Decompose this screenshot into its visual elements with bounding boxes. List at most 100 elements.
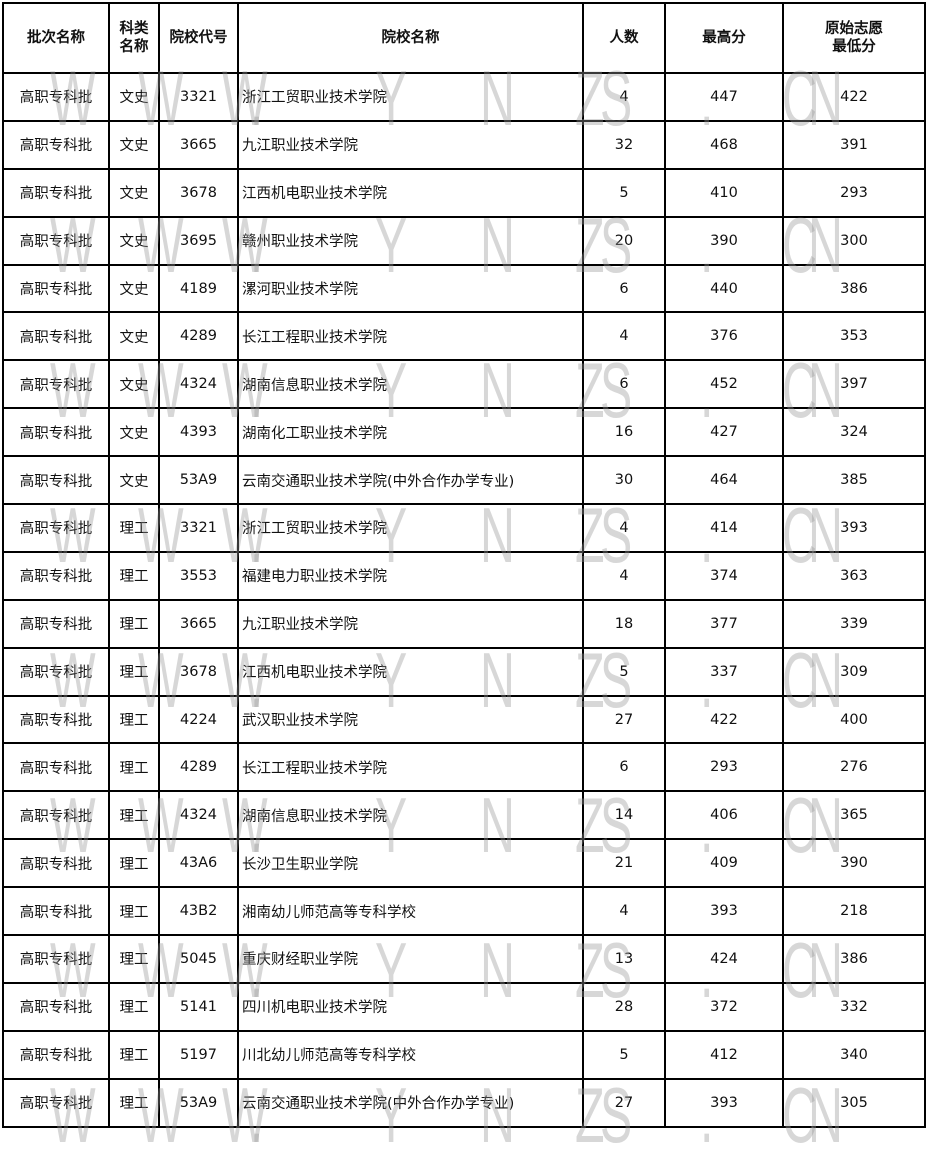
header-min: 原始志愿 最低分	[782, 2, 926, 74]
cell-subject: 理工	[108, 790, 160, 841]
cell-min: 305	[782, 1077, 926, 1128]
cell-school: 江西机电职业技术学院	[237, 167, 584, 218]
cell-max: 390	[664, 215, 784, 266]
cell-code: 4189	[158, 263, 239, 314]
cell-subject: 文史	[108, 359, 160, 410]
cell-max: 452	[664, 359, 784, 410]
cell-count: 21	[582, 838, 666, 889]
cell-max: 412	[664, 1029, 784, 1080]
cell-count: 27	[582, 694, 666, 745]
cell-max: 409	[664, 838, 784, 889]
header-subject-line: 科类	[119, 21, 149, 37]
cell-batch: 高职专科批	[2, 742, 110, 793]
cell-batch: 高职专科批	[2, 263, 110, 314]
cell-min: 397	[782, 359, 926, 410]
cell-batch: 高职专科批	[2, 790, 110, 841]
cell-subject: 文史	[108, 119, 160, 170]
cell-school: 长沙卫生职业学院	[237, 838, 584, 889]
cell-school: 重庆财经职业学院	[237, 934, 584, 984]
cell-school: 云南交通职业技术学院(中外合作办学专业)	[237, 455, 584, 506]
cell-code: 3321	[158, 503, 239, 553]
cell-school: 长江工程职业技术学院	[237, 742, 584, 793]
cell-batch: 高职专科批	[2, 1077, 110, 1128]
cell-school: 长江工程职业技术学院	[237, 311, 584, 362]
cell-subject: 文史	[108, 263, 160, 314]
cell-count: 20	[582, 215, 666, 266]
cell-count: 6	[582, 263, 666, 314]
header-code: 院校代号	[158, 2, 239, 74]
table-row: 高职专科批 文史 3695 赣州职业技术学院 20 390 300	[2, 215, 926, 266]
cell-batch: 高职专科批	[2, 407, 110, 458]
cell-school: 云南交通职业技术学院(中外合作办学专业)	[237, 1077, 584, 1128]
cell-count: 16	[582, 407, 666, 458]
table-row: 高职专科批 文史 4189 漯河职业技术学院 6 440 386	[2, 263, 926, 314]
cell-subject: 理工	[108, 550, 160, 601]
cell-school: 漯河职业技术学院	[237, 263, 584, 314]
table-row: 高职专科批 理工 3665 九江职业技术学院 18 377 339	[2, 598, 926, 649]
cell-code: 3553	[158, 550, 239, 601]
table-row: 高职专科批 理工 5045 重庆财经职业学院 13 424 386	[2, 934, 926, 984]
header-batch: 批次名称	[2, 2, 110, 74]
cell-min: 422	[782, 72, 926, 122]
cell-school: 湖南信息职业技术学院	[237, 359, 584, 410]
cell-batch: 高职专科批	[2, 455, 110, 506]
cell-subject: 文史	[108, 215, 160, 266]
cell-code: 5197	[158, 1029, 239, 1080]
cell-subject: 理工	[108, 598, 160, 649]
cell-min: 390	[782, 838, 926, 889]
cell-max: 337	[664, 646, 784, 697]
cell-code: 53A9	[158, 455, 239, 506]
cell-count: 13	[582, 934, 666, 984]
table-row: 高职专科批 文史 4393 湖南化工职业技术学院 16 427 324	[2, 407, 926, 458]
cell-count: 14	[582, 790, 666, 841]
cell-subject: 理工	[108, 646, 160, 697]
cell-code: 5141	[158, 981, 239, 1032]
cell-batch: 高职专科批	[2, 359, 110, 410]
cell-subject: 文史	[108, 167, 160, 218]
cell-min: 293	[782, 167, 926, 218]
cell-max: 422	[664, 694, 784, 745]
cell-batch: 高职专科批	[2, 215, 110, 266]
cell-count: 6	[582, 359, 666, 410]
cell-max: 468	[664, 119, 784, 170]
cell-subject: 理工	[108, 1029, 160, 1080]
table-row: 高职专科批 理工 3553 福建电力职业技术学院 4 374 363	[2, 550, 926, 601]
cell-min: 276	[782, 742, 926, 793]
cell-code: 3678	[158, 646, 239, 697]
cell-min: 340	[782, 1029, 926, 1080]
cell-subject: 文史	[108, 311, 160, 362]
cell-max: 440	[664, 263, 784, 314]
cell-subject: 理工	[108, 503, 160, 553]
cell-batch: 高职专科批	[2, 119, 110, 170]
cell-code: 4289	[158, 311, 239, 362]
cell-count: 27	[582, 1077, 666, 1128]
table-row: 高职专科批 文史 3665 九江职业技术学院 32 468 391	[2, 119, 926, 170]
cell-min: 386	[782, 934, 926, 984]
cell-count: 4	[582, 503, 666, 553]
cell-max: 414	[664, 503, 784, 553]
header-min-line: 最低分	[832, 39, 876, 55]
cell-min: 391	[782, 119, 926, 170]
cell-max: 293	[664, 742, 784, 793]
cell-max: 393	[664, 1077, 784, 1128]
cell-min: 385	[782, 455, 926, 506]
cell-min: 386	[782, 263, 926, 314]
cell-school: 湖南信息职业技术学院	[237, 790, 584, 841]
cell-count: 32	[582, 119, 666, 170]
cell-subject: 文史	[108, 407, 160, 458]
cell-subject: 文史	[108, 72, 160, 122]
cell-min: 400	[782, 694, 926, 745]
cell-max: 393	[664, 886, 784, 937]
cell-min: 332	[782, 981, 926, 1032]
cell-school: 江西机电职业技术学院	[237, 646, 584, 697]
cell-subject: 文史	[108, 455, 160, 506]
cell-batch: 高职专科批	[2, 503, 110, 553]
cell-count: 5	[582, 1029, 666, 1080]
cell-school: 湘南幼儿师范高等专科学校	[237, 886, 584, 937]
table-row: 高职专科批 理工 4224 武汉职业技术学院 27 422 400	[2, 694, 926, 745]
header-subject-line: 名称	[119, 39, 149, 55]
table-row: 高职专科批 理工 53A9 云南交通职业技术学院(中外合作办学专业) 27 393 305	[2, 1077, 926, 1128]
cell-subject: 理工	[108, 742, 160, 793]
cell-max: 424	[664, 934, 784, 984]
table-row: 高职专科批 理工 3678 江西机电职业技术学院 5 337 309	[2, 646, 926, 697]
